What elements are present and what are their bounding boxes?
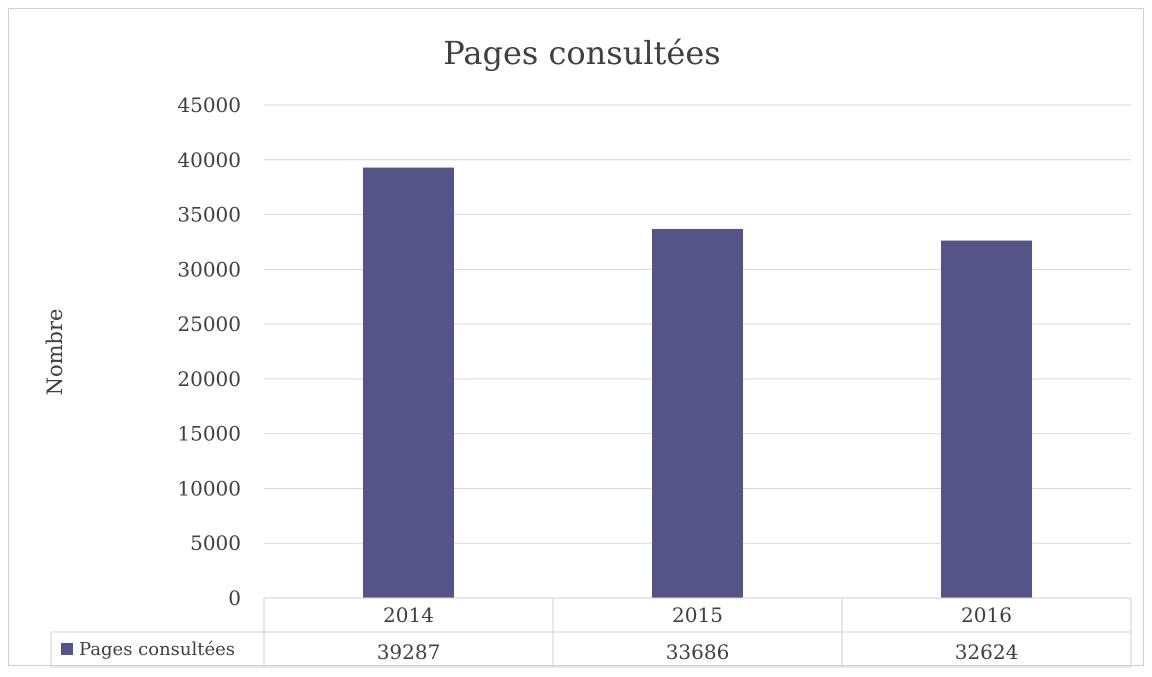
bar-2016 bbox=[940, 240, 1033, 599]
x-tick-label: 2015 bbox=[672, 603, 723, 627]
x-tick-label: 2016 bbox=[961, 603, 1012, 627]
y-tick-label: 45000 bbox=[177, 93, 241, 117]
data-table: 2014 2015 2016 39287 33686 32624 Pages consult… bbox=[50, 597, 1132, 668]
data-label: 39287 bbox=[377, 640, 441, 664]
legend-swatch bbox=[61, 643, 73, 655]
y-tick-label: 5000 bbox=[190, 531, 241, 555]
y-axis-label: Nombre bbox=[43, 309, 67, 396]
y-tick-label: 40000 bbox=[177, 148, 241, 172]
bar-2014 bbox=[362, 167, 455, 598]
y-tick-labels: 0 5000 10000 15000 20000 25000 30000 35000 40000… bbox=[177, 93, 241, 610]
legend-entry: Pages consultées bbox=[79, 639, 235, 660]
bars bbox=[362, 167, 1033, 599]
y-tick-label: 0 bbox=[228, 586, 241, 610]
y-tick-label: 10000 bbox=[177, 476, 241, 500]
y-tick-label: 35000 bbox=[177, 203, 241, 227]
y-tick-label: 25000 bbox=[177, 312, 241, 336]
chart-title: Pages consultées bbox=[443, 34, 720, 72]
y-tick-label: 20000 bbox=[177, 367, 241, 391]
data-label: 32624 bbox=[955, 640, 1019, 664]
x-tick-label: 2014 bbox=[383, 603, 434, 627]
data-label: 33686 bbox=[666, 640, 730, 664]
bar-2015 bbox=[651, 228, 744, 598]
y-tick-label: 30000 bbox=[177, 257, 241, 281]
y-tick-label: 15000 bbox=[177, 422, 241, 446]
